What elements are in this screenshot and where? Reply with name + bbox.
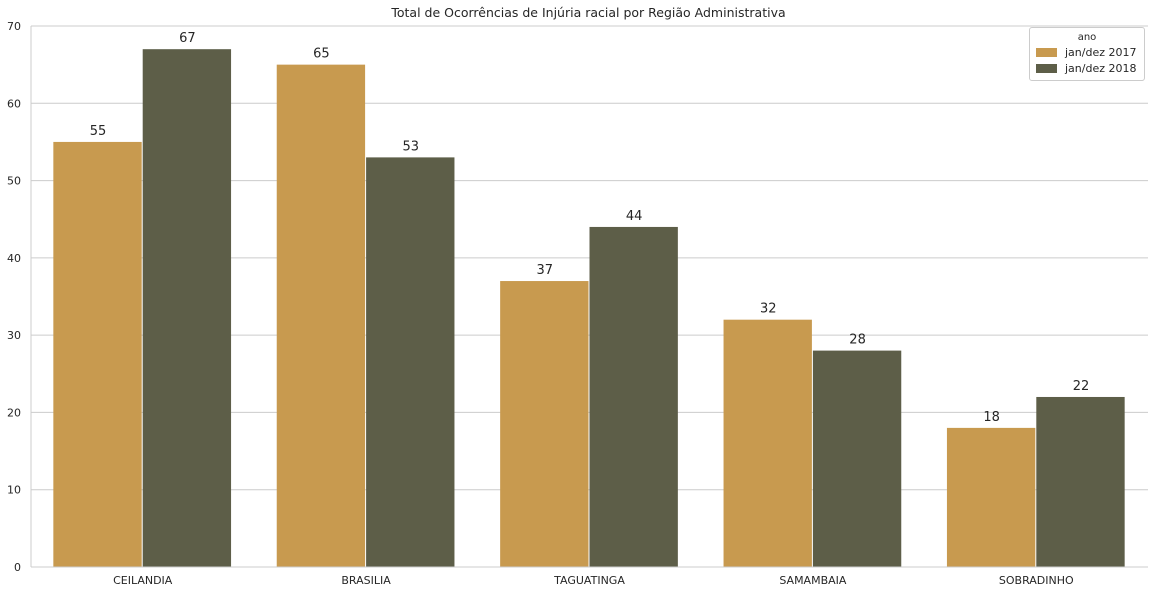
data-label: 18	[983, 410, 1000, 425]
bar-taguatinga-2017	[500, 281, 589, 567]
bar-ceilandia-2018	[142, 49, 232, 567]
bar-taguatinga-2018	[589, 226, 678, 567]
chart-title: Total de Ocorrências de Injúria racial p…	[391, 5, 786, 20]
bar-samambaia-2018	[812, 350, 902, 567]
labels: 0 10 20 30 40 50 60 70 55 67 CEILANDIA 65 53 BRASILIA…	[7, 20, 1089, 587]
y-tick-label: 50	[7, 175, 21, 188]
legend: ano jan/dez 2017 jan/dez 2018	[1029, 27, 1145, 81]
bar-ceilandia-2017	[53, 141, 142, 567]
legend-label-2017: jan/dez 2017	[1065, 46, 1137, 59]
y-tick-label: 70	[7, 20, 21, 33]
legend-swatch-2017	[1036, 48, 1057, 57]
x-tick-label: SAMAMBAIA	[779, 574, 847, 587]
data-label: 44	[626, 209, 643, 224]
legend-entry-2018: jan/dez 2018	[1036, 62, 1144, 75]
legend-label-2018: jan/dez 2018	[1065, 62, 1137, 75]
x-tick-label: CEILANDIA	[113, 574, 173, 587]
legend-title: ano	[1077, 32, 1097, 43]
data-label: 37	[537, 263, 554, 278]
data-label: 53	[403, 139, 420, 154]
x-tick-label: SOBRADINHO	[999, 574, 1074, 587]
legend-entry-2017: jan/dez 2017	[1036, 46, 1144, 59]
data-label: 55	[90, 124, 107, 139]
data-label: 65	[313, 47, 330, 62]
x-tick-label: BRASILIA	[341, 574, 391, 587]
data-label: 22	[1073, 379, 1090, 394]
y-tick-label: 10	[7, 484, 21, 497]
bar-samambaia-2017	[723, 319, 812, 567]
y-tick-label: 40	[7, 252, 21, 265]
bars	[53, 49, 1125, 568]
y-tick-label: 30	[7, 329, 21, 342]
data-label: 32	[760, 302, 777, 317]
bar-sobradinho-2017	[946, 427, 1036, 567]
legend-swatch-2018	[1036, 64, 1057, 73]
axes	[30, 26, 1148, 568]
data-label: 28	[849, 333, 866, 348]
y-tick-label: 0	[14, 561, 21, 574]
x-tick-label: TAGUATINGA	[553, 574, 625, 587]
bar-brasilia-2017	[276, 64, 366, 568]
y-tick-label: 20	[7, 406, 21, 419]
bar-brasilia-2018	[366, 157, 455, 567]
bar-sobradinho-2018	[1036, 396, 1125, 567]
data-label: 67	[179, 31, 196, 46]
y-tick-label: 60	[7, 97, 21, 110]
